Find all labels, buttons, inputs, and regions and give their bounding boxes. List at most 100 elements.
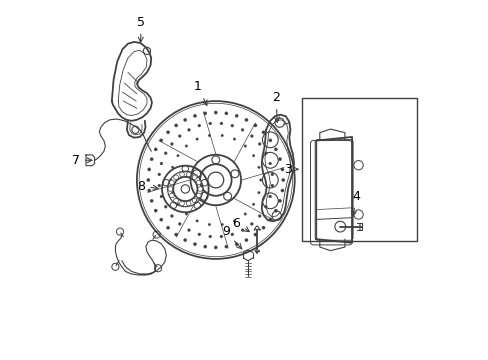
Text: 3: 3 <box>283 163 297 176</box>
Circle shape <box>159 218 163 221</box>
Circle shape <box>214 246 217 249</box>
Circle shape <box>244 213 246 215</box>
Circle shape <box>178 135 181 138</box>
Circle shape <box>196 220 198 222</box>
Circle shape <box>192 198 197 203</box>
Circle shape <box>208 122 211 125</box>
Circle shape <box>252 154 254 157</box>
Circle shape <box>193 243 196 246</box>
Circle shape <box>221 223 223 226</box>
Circle shape <box>278 199 281 202</box>
Circle shape <box>252 203 254 206</box>
Circle shape <box>150 199 153 202</box>
Circle shape <box>274 209 277 212</box>
Circle shape <box>173 175 178 180</box>
Circle shape <box>264 205 267 208</box>
Circle shape <box>183 238 186 242</box>
Circle shape <box>221 134 223 137</box>
Circle shape <box>214 111 217 114</box>
Circle shape <box>186 201 191 206</box>
Circle shape <box>186 172 191 177</box>
Circle shape <box>159 139 163 142</box>
Circle shape <box>166 226 169 229</box>
Circle shape <box>280 168 284 171</box>
Circle shape <box>170 143 173 145</box>
Text: 7: 7 <box>72 154 92 167</box>
Circle shape <box>233 220 235 222</box>
Circle shape <box>220 235 223 238</box>
Circle shape <box>183 118 186 122</box>
Circle shape <box>196 180 201 185</box>
Circle shape <box>270 184 273 187</box>
Text: 2: 2 <box>271 91 280 122</box>
Circle shape <box>170 215 173 217</box>
Circle shape <box>203 112 206 115</box>
Circle shape <box>250 222 253 225</box>
Circle shape <box>244 118 247 122</box>
Circle shape <box>187 129 190 131</box>
Circle shape <box>268 162 271 165</box>
Text: 1: 1 <box>194 80 206 105</box>
Circle shape <box>171 192 174 194</box>
Circle shape <box>150 158 153 161</box>
Text: 4: 4 <box>351 190 360 216</box>
Circle shape <box>257 166 260 168</box>
Circle shape <box>158 184 161 187</box>
Circle shape <box>176 154 179 157</box>
Circle shape <box>174 124 178 127</box>
Circle shape <box>262 226 264 229</box>
Circle shape <box>280 189 284 192</box>
Circle shape <box>179 201 184 206</box>
Circle shape <box>171 166 174 168</box>
Bar <box>301 98 416 241</box>
Circle shape <box>274 148 277 151</box>
Circle shape <box>166 131 169 134</box>
Circle shape <box>230 124 233 127</box>
Circle shape <box>187 229 190 231</box>
Circle shape <box>253 233 257 236</box>
Circle shape <box>154 148 157 151</box>
Circle shape <box>193 114 196 117</box>
Circle shape <box>208 235 211 238</box>
Circle shape <box>264 152 267 155</box>
Circle shape <box>160 162 163 165</box>
Circle shape <box>257 192 260 194</box>
Circle shape <box>169 179 172 181</box>
Text: 9: 9 <box>222 225 241 249</box>
Circle shape <box>198 186 202 191</box>
Circle shape <box>147 168 150 171</box>
Text: 6: 6 <box>232 216 249 231</box>
Circle shape <box>220 122 223 125</box>
Circle shape <box>268 195 271 198</box>
Circle shape <box>208 134 210 137</box>
Circle shape <box>250 135 253 138</box>
Circle shape <box>158 173 161 176</box>
Circle shape <box>179 172 184 177</box>
Circle shape <box>169 193 174 198</box>
Circle shape <box>164 152 167 155</box>
Circle shape <box>174 233 178 236</box>
Circle shape <box>154 209 157 212</box>
Circle shape <box>244 145 246 147</box>
Circle shape <box>244 238 247 242</box>
Circle shape <box>235 243 238 246</box>
Circle shape <box>258 215 261 217</box>
Circle shape <box>259 179 262 181</box>
Circle shape <box>230 233 233 236</box>
Circle shape <box>198 124 201 127</box>
Circle shape <box>176 203 179 206</box>
Circle shape <box>241 129 244 131</box>
Circle shape <box>258 143 261 145</box>
Circle shape <box>224 112 227 115</box>
Circle shape <box>253 124 257 127</box>
Text: 5: 5 <box>137 16 145 42</box>
Circle shape <box>173 198 178 203</box>
Circle shape <box>146 179 150 181</box>
Circle shape <box>169 180 174 185</box>
Circle shape <box>164 205 167 208</box>
Circle shape <box>281 179 285 181</box>
Circle shape <box>185 213 187 215</box>
Circle shape <box>203 245 206 248</box>
Circle shape <box>147 189 150 192</box>
Circle shape <box>268 139 271 142</box>
